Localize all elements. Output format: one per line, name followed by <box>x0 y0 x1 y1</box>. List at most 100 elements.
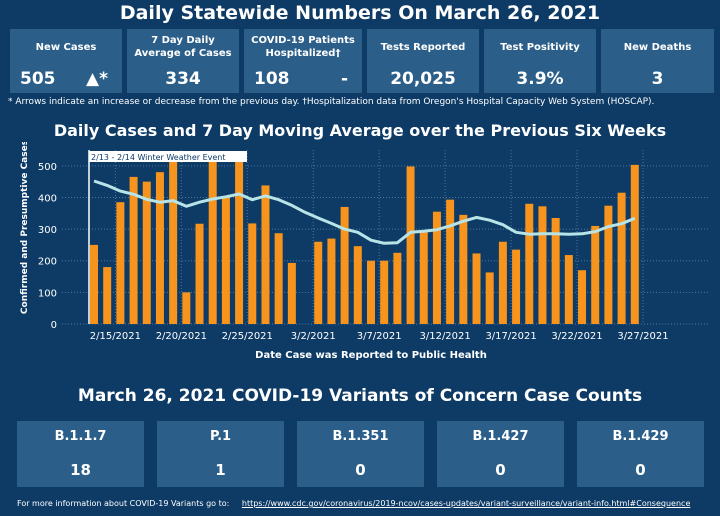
x-tick-label: 3/17/2021 <box>485 331 536 342</box>
card-label: 7 Day Daily Average of Cases <box>134 35 232 59</box>
card-label: Tests Reported <box>380 41 466 53</box>
variant-cards: B.1.1.7 18 P.1 1 B.1.351 0 B.1.427 0 B.1… <box>17 421 707 491</box>
card-test-positivity: Test Positivity 3.9% <box>484 29 596 93</box>
bar <box>327 238 336 324</box>
bar <box>472 253 481 324</box>
y-tick-label: 0 <box>51 320 57 331</box>
card-value: 20,025 <box>390 69 456 89</box>
bar <box>287 262 296 324</box>
variant-name: B.1.427 <box>472 429 529 444</box>
bar <box>129 176 138 324</box>
bar <box>630 164 639 324</box>
y-tick-label: 400 <box>38 193 57 204</box>
bar <box>155 172 164 324</box>
card-new-deaths: New Deaths 3 <box>601 29 714 93</box>
annotation-box <box>89 151 247 162</box>
variant-card: B.1.429 0 <box>577 421 704 487</box>
bar <box>419 232 428 324</box>
bar <box>380 260 389 324</box>
footnote: * Arrows indicate an increase or decreas… <box>8 97 655 107</box>
bar <box>248 223 257 324</box>
chart-title: Daily Cases and 7 Day Moving Average ove… <box>53 121 667 140</box>
bar <box>459 214 468 324</box>
cases-chart: 0 100 200 300 400 500 2/13 - 2/14 Winter Weath… <box>20 142 708 361</box>
card-label: New Deaths <box>623 41 692 53</box>
x-axis-label: Date Case was Reported to Public Health <box>255 350 487 361</box>
y-tick-label: 500 <box>38 162 57 173</box>
bar <box>261 185 270 324</box>
bar <box>353 246 362 324</box>
card-seven-day-average: 7 Day Daily Average of Cases 334 <box>127 29 239 93</box>
card-value: 108 <box>254 69 290 89</box>
bar <box>617 192 626 324</box>
summary-cards: New Cases 505 ▲* 7 Day Daily Average of … <box>10 29 714 93</box>
card-value: 334 <box>165 69 201 89</box>
bar <box>512 249 521 324</box>
card-label: Test Positivity <box>500 41 580 53</box>
bar <box>604 205 613 324</box>
variant-count: 0 <box>635 461 646 479</box>
bar <box>221 197 230 324</box>
variant-count: 18 <box>70 461 91 479</box>
bar <box>578 270 587 324</box>
variant-name: P.1 <box>209 429 232 444</box>
footer-text: For more information about COVID-19 Vari… <box>17 499 230 508</box>
bar <box>116 202 125 324</box>
variant-count: 0 <box>495 461 506 479</box>
bar <box>366 260 375 324</box>
card-hospitalized: COVID-19 Patients Hospitalized† 108 - <box>244 29 362 93</box>
bar <box>90 244 98 324</box>
variant-card: B.1.351 0 <box>297 421 424 487</box>
x-tick-label: 2/25/2021 <box>222 331 273 342</box>
variant-info-link[interactable]: https://www.cdc.gov/coronavirus/2019-nco… <box>241 499 691 508</box>
page-title: Daily Statewide Numbers On March 26, 202… <box>119 2 601 24</box>
bar <box>103 267 112 324</box>
no-change-dash-icon: - <box>340 69 348 89</box>
x-tick-label: 3/27/2021 <box>617 331 668 342</box>
y-tick-label: 100 <box>38 288 57 299</box>
bar <box>538 206 547 324</box>
variant-card: B.1.1.7 18 <box>17 421 144 487</box>
footer: For more information about COVID-19 Vari… <box>17 499 717 508</box>
moving-average-line <box>93 179 636 245</box>
bar <box>564 255 573 324</box>
bar <box>340 206 349 324</box>
variant-card: P.1 1 <box>157 421 284 487</box>
bar <box>393 252 402 324</box>
variant-count: 1 <box>215 461 226 479</box>
annotation-label: 2/13 - 2/14 Winter Weather Event <box>91 153 226 162</box>
bar <box>208 161 217 324</box>
bar <box>498 241 507 324</box>
variant-name: B.1.1.7 <box>54 429 107 444</box>
bar <box>485 272 494 324</box>
variant-count: 0 <box>355 461 366 479</box>
bar <box>314 241 323 324</box>
y-tick-label: 200 <box>38 257 57 268</box>
card-value: 3 <box>651 69 664 89</box>
x-tick-label: 3/7/2021 <box>357 331 402 342</box>
bar <box>169 159 178 324</box>
card-value: 3.9% <box>516 69 564 89</box>
card-new-cases: New Cases 505 ▲* <box>10 29 122 93</box>
bar <box>142 181 151 324</box>
x-tick-label: 2/15/2021 <box>90 331 141 342</box>
x-tick-label: 3/2/2021 <box>291 331 336 342</box>
increase-arrow-icon: ▲* <box>86 69 108 89</box>
bar <box>182 292 191 324</box>
x-tick-label: 3/22/2021 <box>551 331 602 342</box>
card-tests-reported: Tests Reported 20,025 <box>367 29 479 93</box>
bar <box>446 199 455 324</box>
card-label: COVID-19 Patients Hospitalized† <box>251 35 355 59</box>
bar <box>235 151 244 324</box>
bar <box>525 203 534 324</box>
x-tick-label: 3/12/2021 <box>419 331 470 342</box>
bar <box>551 218 560 324</box>
variants-title: March 26, 2021 COVID-19 Variants of Conc… <box>77 386 643 406</box>
bar <box>432 211 441 324</box>
bar <box>195 223 204 324</box>
x-tick-label: 2/20/2021 <box>156 331 207 342</box>
bar <box>406 166 415 324</box>
y-axis-label: Confirmed and Presumptive Cases <box>20 142 30 314</box>
variant-name: B.1.351 <box>332 429 389 444</box>
bar <box>274 233 283 324</box>
